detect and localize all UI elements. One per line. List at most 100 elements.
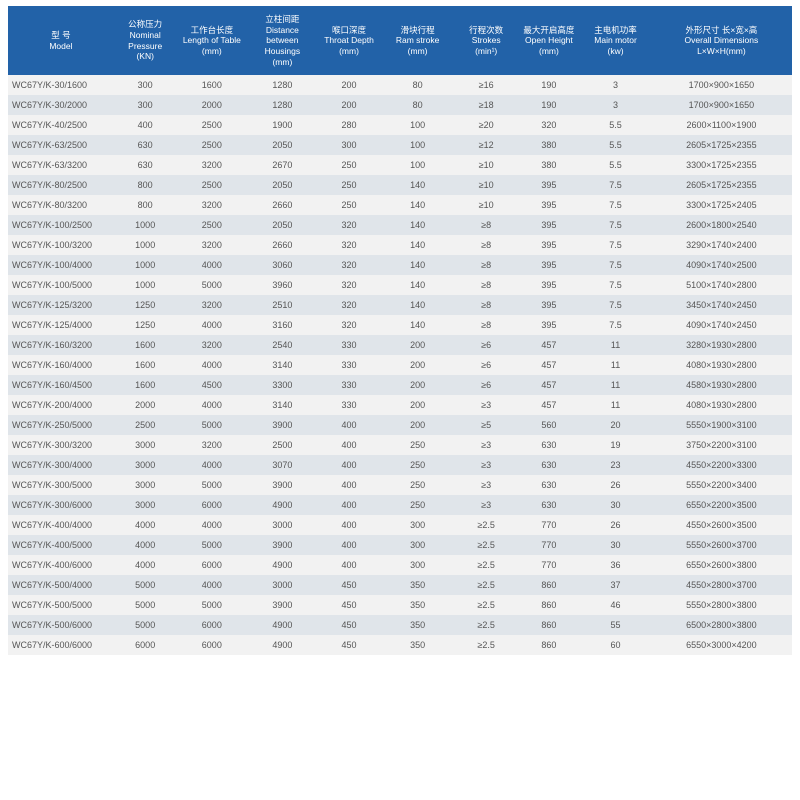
cell: 2050 [247, 215, 318, 235]
cell: WC67Y/K-80/3200 [8, 195, 114, 215]
cell: 320 [318, 255, 381, 275]
cell: 7.5 [580, 215, 651, 235]
table-row: WC67Y/K-400/5000400050003900400300≥2.577… [8, 535, 792, 555]
cell: 450 [318, 595, 381, 615]
cell: 250 [318, 195, 381, 215]
cell: 26 [580, 475, 651, 495]
cell: 2050 [247, 135, 318, 155]
cell: 20 [580, 415, 651, 435]
cell: 140 [380, 315, 454, 335]
cell: 3200 [177, 195, 248, 215]
cell: 7.5 [580, 295, 651, 315]
col-header-5: 滑块行程Ram stroke(mm) [380, 6, 454, 75]
cell: 770 [518, 535, 581, 555]
cell: 3960 [247, 275, 318, 295]
cell: 5.5 [580, 155, 651, 175]
cell: 4580×1930×2800 [651, 375, 792, 395]
cell: 400 [318, 415, 381, 435]
cell: ≥18 [455, 95, 518, 115]
cell: 7.5 [580, 195, 651, 215]
cell: WC67Y/K-500/5000 [8, 595, 114, 615]
cell: 300 [380, 515, 454, 535]
table-row: WC67Y/K-400/4000400040003000400300≥2.577… [8, 515, 792, 535]
cell: ≥6 [455, 375, 518, 395]
cell: 3750×2200×3100 [651, 435, 792, 455]
col-header-9: 外形尺寸 长×宽×高Overall DimensionsL×W×H(mm) [651, 6, 792, 75]
cell: ≥6 [455, 355, 518, 375]
col-header-2: 工作台长度Length of Table(mm) [177, 6, 248, 75]
cell: 395 [518, 215, 581, 235]
cell: 400 [318, 475, 381, 495]
cell: 4000 [177, 515, 248, 535]
cell: 3900 [247, 535, 318, 555]
cell: 5550×1900×3100 [651, 415, 792, 435]
cell: ≥6 [455, 335, 518, 355]
cell: 3300×1725×2355 [651, 155, 792, 175]
cell: 400 [318, 495, 381, 515]
cell: 7.5 [580, 275, 651, 295]
cell: 860 [518, 635, 581, 655]
cell: 395 [518, 255, 581, 275]
cell: 200 [380, 395, 454, 415]
cell: 3140 [247, 395, 318, 415]
cell: WC67Y/K-160/4000 [8, 355, 114, 375]
col-header-1: 公称压力Nominal Pressure(KN) [114, 6, 177, 75]
cell: 4000 [114, 555, 177, 575]
cell: 1600 [177, 75, 248, 95]
cell: 55 [580, 615, 651, 635]
cell: WC67Y/K-160/4500 [8, 375, 114, 395]
cell: 36 [580, 555, 651, 575]
cell: 560 [518, 415, 581, 435]
cell: WC67Y/K-300/3200 [8, 435, 114, 455]
cell: ≥2.5 [455, 555, 518, 575]
cell: 6500×2800×3800 [651, 615, 792, 635]
cell: 140 [380, 295, 454, 315]
cell: 300 [114, 95, 177, 115]
table-row: WC67Y/K-40/250040025001900280100≥203205.… [8, 115, 792, 135]
cell: WC67Y/K-40/2500 [8, 115, 114, 135]
cell: 4000 [177, 455, 248, 475]
cell: 380 [518, 135, 581, 155]
cell: 3200 [177, 235, 248, 255]
cell: 2660 [247, 195, 318, 215]
cell: 140 [380, 175, 454, 195]
cell: ≥8 [455, 235, 518, 255]
table-row: WC67Y/K-500/5000500050003900450350≥2.586… [8, 595, 792, 615]
cell: 5000 [177, 595, 248, 615]
cell: 860 [518, 615, 581, 635]
cell: ≥2.5 [455, 535, 518, 555]
cell: 2600×1100×1900 [651, 115, 792, 135]
cell: 395 [518, 295, 581, 315]
cell: 800 [114, 195, 177, 215]
cell: 1000 [114, 255, 177, 275]
cell: 140 [380, 255, 454, 275]
cell: 1000 [114, 275, 177, 295]
table-row: WC67Y/K-125/3200125032002510320140≥83957… [8, 295, 792, 315]
cell: WC67Y/K-300/5000 [8, 475, 114, 495]
cell: 2670 [247, 155, 318, 175]
cell: 400 [318, 555, 381, 575]
cell: 320 [318, 295, 381, 315]
cell: 1280 [247, 75, 318, 95]
cell: WC67Y/K-160/3200 [8, 335, 114, 355]
cell: 80 [380, 75, 454, 95]
cell: WC67Y/K-125/4000 [8, 315, 114, 335]
cell: ≥2.5 [455, 515, 518, 535]
col-header-0: 型 号Model [8, 6, 114, 75]
cell: ≥10 [455, 155, 518, 175]
cell: WC67Y/K-600/6000 [8, 635, 114, 655]
cell: 457 [518, 335, 581, 355]
cell: 30 [580, 495, 651, 515]
table-row: WC67Y/K-160/4000160040003140330200≥64571… [8, 355, 792, 375]
cell: 2050 [247, 175, 318, 195]
cell: 5.5 [580, 135, 651, 155]
cell: 80 [380, 95, 454, 115]
cell: 1250 [114, 315, 177, 335]
cell: 5000 [177, 275, 248, 295]
cell: WC67Y/K-500/6000 [8, 615, 114, 635]
cell: 2660 [247, 235, 318, 255]
cell: 4000 [177, 355, 248, 375]
cell: 3200 [177, 295, 248, 315]
cell: 200 [380, 375, 454, 395]
cell: ≥10 [455, 195, 518, 215]
